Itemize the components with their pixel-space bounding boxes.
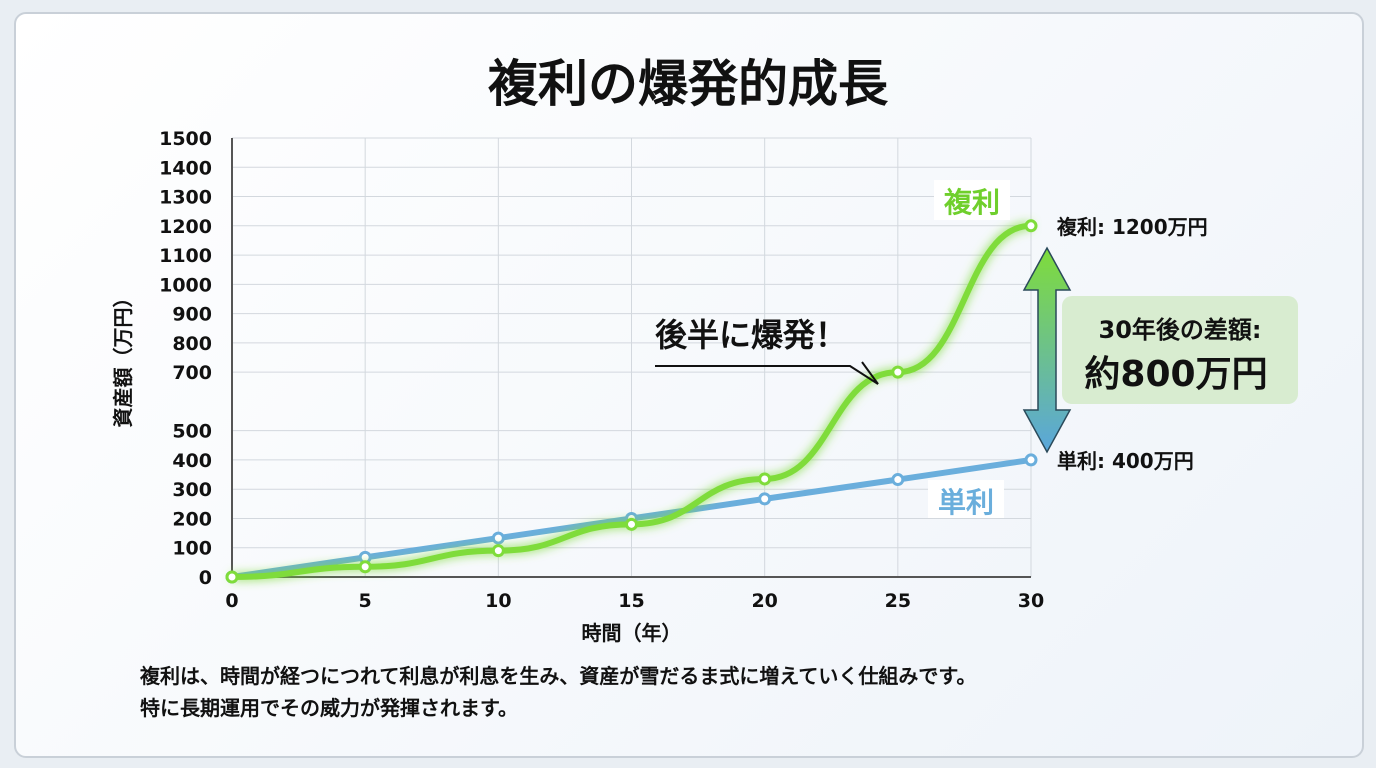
data-point <box>625 517 638 531</box>
simple-end-label: 単利: 400万円 <box>1057 449 1194 473</box>
y-tick-label: 400 <box>172 450 212 472</box>
y-tick-label: 1400 <box>159 157 212 179</box>
data-point <box>758 472 772 486</box>
y-tick-label: 700 <box>172 362 212 384</box>
page-title: 複利の爆発的成長 <box>488 55 888 113</box>
x-tick-label: 30 <box>1018 590 1044 612</box>
data-point <box>891 473 905 487</box>
y-tick-label: 900 <box>172 304 212 326</box>
y-tick-label: 300 <box>172 479 212 501</box>
data-point <box>491 531 505 545</box>
y-tick-label: 1100 <box>159 245 212 267</box>
label-bg <box>928 480 1004 518</box>
x-tick-label: 0 <box>225 590 238 612</box>
y-axis-label: 資産額（万円） <box>111 288 135 428</box>
data-point <box>758 492 772 506</box>
x-tick-label: 10 <box>485 590 511 612</box>
description: 複利は、時間が経つにつれて利息が利息を生み、資産が雪だるま式に増えていく仕組みで… <box>140 660 976 724</box>
callout-pointer <box>655 361 879 385</box>
x-tick-label: 5 <box>359 590 372 612</box>
description-line: 複利は、時間が経つにつれて利息が利息を生み、資産が雪だるま式に増えていく仕組みで… <box>140 664 977 688</box>
x-tick-label: 25 <box>885 590 911 612</box>
x-tick-label: 20 <box>751 590 777 612</box>
diff-label: 30年後の差額: <box>1099 316 1262 344</box>
data-point <box>1024 453 1038 467</box>
series-line-compound <box>231 222 1032 580</box>
data-point <box>891 365 905 379</box>
diff-box <box>1062 296 1298 404</box>
data-point <box>1024 219 1038 233</box>
y-tick-label: 800 <box>172 333 212 355</box>
burst-annotation: 後半に爆発！ <box>655 316 847 354</box>
y-tick-label: 100 <box>172 538 212 560</box>
x-axis-label: 時間（年） <box>582 621 682 645</box>
compound-end-label: 複利: 1200万円 <box>1057 215 1208 239</box>
y-tick-label: 1300 <box>159 187 212 209</box>
double-arrow <box>1022 246 1072 454</box>
y-tick-label: 1500 <box>159 128 212 150</box>
diff-value: 約800万円 <box>1084 354 1267 395</box>
legend-label-simple: 単利 <box>938 486 994 519</box>
y-tick-label: 0 <box>199 567 212 589</box>
y-tick-label: 1000 <box>159 274 212 296</box>
description-line: 特に長期運用でその威力が発揮されます。 <box>140 696 518 720</box>
y-tick-label: 200 <box>172 508 212 530</box>
y-tick-label: 500 <box>172 421 212 443</box>
x-tick-label: 15 <box>618 590 644 612</box>
data-point <box>491 544 505 558</box>
data-point <box>358 560 372 574</box>
data-point <box>225 570 239 584</box>
y-tick-label: 1200 <box>159 216 212 238</box>
label-bg <box>934 180 1010 220</box>
legend-label-compound: 複利 <box>944 186 1000 219</box>
